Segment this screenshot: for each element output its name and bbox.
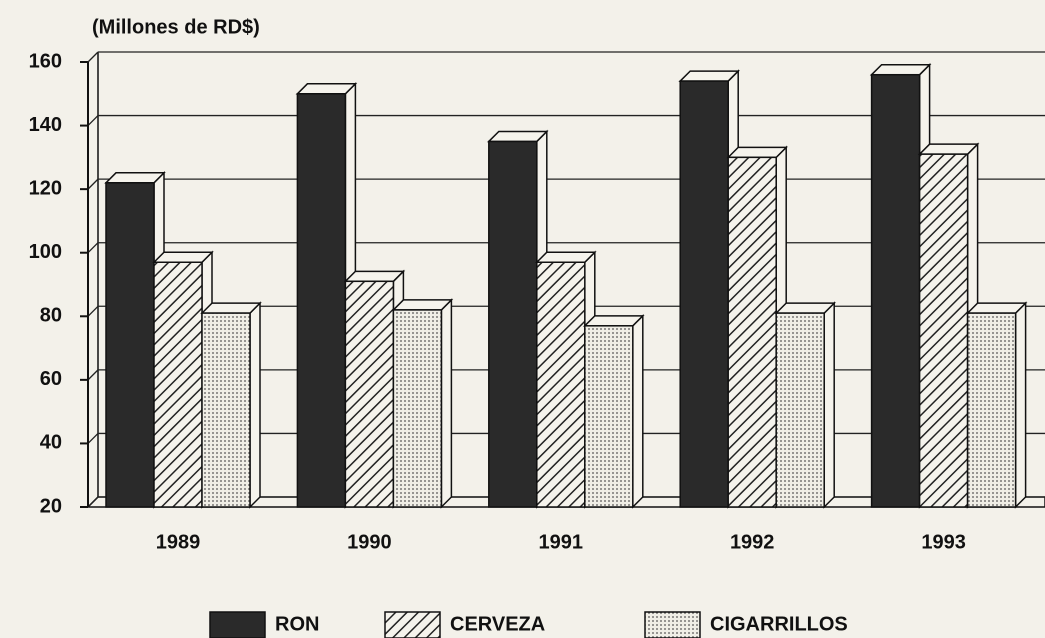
bar-top [917, 143, 980, 155]
bar-side [632, 314, 644, 509]
bar [392, 309, 443, 508]
legend-swatch [644, 611, 701, 638]
bar-top [391, 299, 454, 311]
y-tick-label: 80 [40, 305, 62, 327]
bar [918, 153, 969, 508]
bar [679, 80, 729, 508]
grid-diag [87, 432, 99, 444]
bar-side [249, 301, 261, 509]
bar [201, 312, 251, 508]
grid-diag [87, 496, 99, 508]
bar-top [869, 63, 932, 76]
bar-side [440, 298, 453, 509]
bar-top [152, 251, 214, 263]
y-tick-label: 120 [29, 177, 62, 199]
x-tick-label: 1989 [156, 531, 201, 553]
bar-top [582, 315, 645, 327]
bar-side [1014, 301, 1027, 509]
x-tick-label: 1990 [347, 531, 392, 553]
grid-diag [87, 51, 99, 63]
bar [870, 73, 921, 508]
bar-top [343, 270, 406, 283]
bar-top [486, 130, 549, 143]
bar [488, 140, 538, 508]
bar [296, 93, 347, 508]
bar-top [104, 172, 166, 184]
legend-label: CERVEZA [450, 613, 545, 635]
bar-top [295, 83, 358, 95]
x-tick-label: 1993 [921, 531, 966, 553]
legend-swatch [209, 611, 266, 638]
legend-label: RON [275, 613, 319, 635]
y-tick-label: 100 [29, 241, 62, 263]
y-tick-label: 60 [40, 368, 62, 390]
bar [536, 261, 586, 508]
y-tick-label: 140 [29, 114, 62, 136]
bar-top [774, 302, 837, 314]
y-tick-label: 40 [40, 432, 62, 454]
bar-top [965, 302, 1028, 314]
legend-swatch [384, 611, 441, 638]
grid-diag [87, 305, 99, 317]
bar-top [534, 251, 597, 263]
bar-side [823, 301, 835, 509]
bar [584, 325, 634, 508]
y-tick-label: 20 [40, 495, 62, 517]
grid-diag [87, 369, 99, 381]
legend-label: CIGARRILLOS [710, 613, 848, 635]
y-axis-label: (Millones de RD$) [92, 16, 260, 38]
bar [344, 280, 395, 508]
bar-top [678, 70, 741, 82]
grid-diag [87, 242, 99, 254]
bar [153, 261, 203, 508]
x-tick-label: 1991 [539, 531, 584, 553]
x-tick-label: 1992 [730, 531, 775, 553]
bar-top [726, 146, 789, 159]
bar [775, 312, 825, 508]
bar [966, 312, 1017, 508]
bar-top [200, 302, 262, 314]
grid-diag [87, 178, 99, 190]
bar [105, 182, 155, 508]
bar [727, 156, 777, 508]
y-tick-label: 160 [29, 50, 62, 72]
grid-diag [87, 115, 99, 127]
